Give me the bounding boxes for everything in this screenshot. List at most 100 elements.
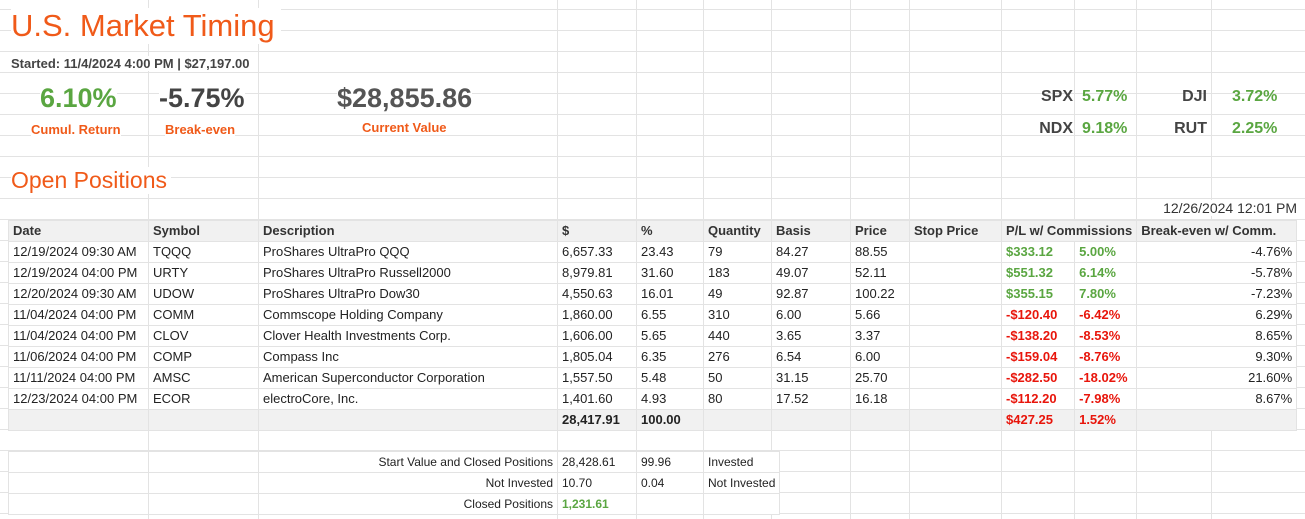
row-quantity[interactable]: 79 [703, 241, 772, 263]
row-stop-price[interactable] [909, 325, 1002, 347]
summary-percent[interactable]: 0.04 [636, 472, 704, 494]
row-description[interactable]: Commscope Holding Company [258, 304, 558, 326]
row-date[interactable]: 11/06/2024 04:00 PM [8, 346, 149, 368]
row-percent[interactable]: 23.43 [636, 241, 704, 263]
row-basis[interactable]: 6.54 [771, 346, 851, 368]
row-pl-percent[interactable]: 7.80% [1074, 283, 1138, 305]
row-pl[interactable]: $551.32 [1000, 262, 1076, 284]
row-basis[interactable]: 17.52 [771, 388, 851, 410]
row-symbol[interactable]: COMM [148, 304, 259, 326]
row-basis[interactable]: 49.07 [771, 262, 851, 284]
row-description[interactable]: ProShares UltraPro Dow30 [258, 283, 558, 305]
row-price[interactable]: 6.00 [850, 346, 910, 368]
table-cell[interactable] [771, 409, 851, 431]
col-header-dollars[interactable]: $ [557, 220, 637, 242]
row-basis[interactable]: 6.00 [771, 304, 851, 326]
row-date[interactable]: 12/19/2024 09:30 AM [8, 241, 149, 263]
row-price[interactable]: 100.22 [850, 283, 910, 305]
row-quantity[interactable]: 49 [703, 283, 772, 305]
row-pl-percent[interactable]: -18.02% [1074, 367, 1138, 389]
row-date[interactable]: 11/04/2024 04:00 PM [8, 304, 149, 326]
table-cell[interactable] [148, 493, 259, 515]
row-quantity[interactable]: 183 [703, 262, 772, 284]
total-pl-percent[interactable]: 1.52% [1074, 409, 1138, 431]
table-cell[interactable] [8, 472, 149, 494]
row-date[interactable]: 11/04/2024 04:00 PM [8, 325, 149, 347]
row-pl[interactable]: -$138.20 [1000, 325, 1076, 347]
row-breakeven[interactable]: 6.29% [1136, 304, 1298, 326]
row-pl[interactable]: $333.12 [1000, 241, 1076, 263]
row-symbol[interactable]: ECOR [148, 388, 259, 410]
row-breakeven[interactable]: 9.30% [1136, 346, 1298, 368]
total-percent[interactable]: 100.00 [636, 409, 704, 431]
row-dollars[interactable]: 6,657.33 [557, 241, 637, 263]
row-pl-percent[interactable]: -7.98% [1074, 388, 1138, 410]
row-price[interactable]: 3.37 [850, 325, 910, 347]
total-pl[interactable]: $427.25 [1000, 409, 1076, 431]
row-percent[interactable]: 4.93 [636, 388, 704, 410]
row-quantity[interactable]: 80 [703, 388, 772, 410]
row-dollars[interactable]: 1,860.00 [557, 304, 637, 326]
summary-value[interactable]: 28,428.61 [557, 451, 637, 473]
row-stop-price[interactable] [909, 367, 1002, 389]
summary-percent[interactable] [636, 493, 704, 515]
row-description[interactable]: ProShares UltraPro Russell2000 [258, 262, 558, 284]
table-cell[interactable] [8, 451, 149, 473]
table-cell[interactable] [8, 493, 149, 515]
row-price[interactable]: 25.70 [850, 367, 910, 389]
row-description[interactable]: Compass Inc [258, 346, 558, 368]
summary-value[interactable]: 1,231.61 [557, 493, 637, 515]
row-pl-percent[interactable]: 6.14% [1074, 262, 1138, 284]
table-cell[interactable] [258, 409, 558, 431]
row-date[interactable]: 12/23/2024 04:00 PM [8, 388, 149, 410]
row-price[interactable]: 52.11 [850, 262, 910, 284]
row-quantity[interactable]: 440 [703, 325, 772, 347]
row-symbol[interactable]: COMP [148, 346, 259, 368]
row-pl-percent[interactable]: 5.00% [1074, 241, 1138, 263]
row-dollars[interactable]: 1,557.50 [557, 367, 637, 389]
col-header-percent[interactable]: % [636, 220, 704, 242]
summary-note[interactable]: Invested [702, 451, 781, 473]
row-breakeven[interactable]: 8.65% [1136, 325, 1298, 347]
row-description[interactable]: electroCore, Inc. [258, 388, 558, 410]
row-price[interactable]: 88.55 [850, 241, 910, 263]
total-dollars[interactable]: 28,417.91 [557, 409, 637, 431]
summary-label[interactable]: Closed Positions [258, 493, 558, 515]
summary-note[interactable]: Not Invested [702, 472, 781, 494]
table-cell[interactable] [148, 409, 259, 431]
row-price[interactable]: 16.18 [850, 388, 910, 410]
summary-value[interactable]: 10.70 [557, 472, 637, 494]
row-stop-price[interactable] [909, 262, 1002, 284]
row-stop-price[interactable] [909, 283, 1002, 305]
table-cell[interactable] [850, 409, 910, 431]
row-dollars[interactable]: 1,606.00 [557, 325, 637, 347]
row-basis[interactable]: 31.15 [771, 367, 851, 389]
row-breakeven[interactable]: -4.76% [1136, 241, 1298, 263]
summary-label[interactable]: Start Value and Closed Positions [258, 451, 558, 473]
row-breakeven[interactable]: -7.23% [1136, 283, 1298, 305]
row-percent[interactable]: 6.55 [636, 304, 704, 326]
row-date[interactable]: 11/11/2024 04:00 PM [8, 367, 149, 389]
row-breakeven[interactable]: 8.67% [1136, 388, 1298, 410]
table-cell[interactable] [1136, 409, 1298, 431]
row-symbol[interactable]: AMSC [148, 367, 259, 389]
row-stop-price[interactable] [909, 388, 1002, 410]
row-description[interactable]: Clover Health Investments Corp. [258, 325, 558, 347]
row-pl[interactable]: $355.15 [1000, 283, 1076, 305]
row-stop-price[interactable] [909, 304, 1002, 326]
col-header-symbol[interactable]: Symbol [148, 220, 259, 242]
summary-note[interactable] [702, 493, 781, 515]
row-pl[interactable]: -$112.20 [1000, 388, 1076, 410]
row-percent[interactable]: 6.35 [636, 346, 704, 368]
summary-label[interactable]: Not Invested [258, 472, 558, 494]
col-header-pl[interactable]: P/L w/ Commissions [1000, 220, 1138, 242]
summary-percent[interactable]: 99.96 [636, 451, 704, 473]
row-date[interactable]: 12/19/2024 04:00 PM [8, 262, 149, 284]
table-cell[interactable] [909, 409, 1002, 431]
row-pl-percent[interactable]: -6.42% [1074, 304, 1138, 326]
row-symbol[interactable]: TQQQ [148, 241, 259, 263]
col-header-basis[interactable]: Basis [771, 220, 851, 242]
row-description[interactable]: American Superconductor Corporation [258, 367, 558, 389]
col-header-quantity[interactable]: Quantity [703, 220, 772, 242]
table-cell[interactable] [703, 409, 772, 431]
